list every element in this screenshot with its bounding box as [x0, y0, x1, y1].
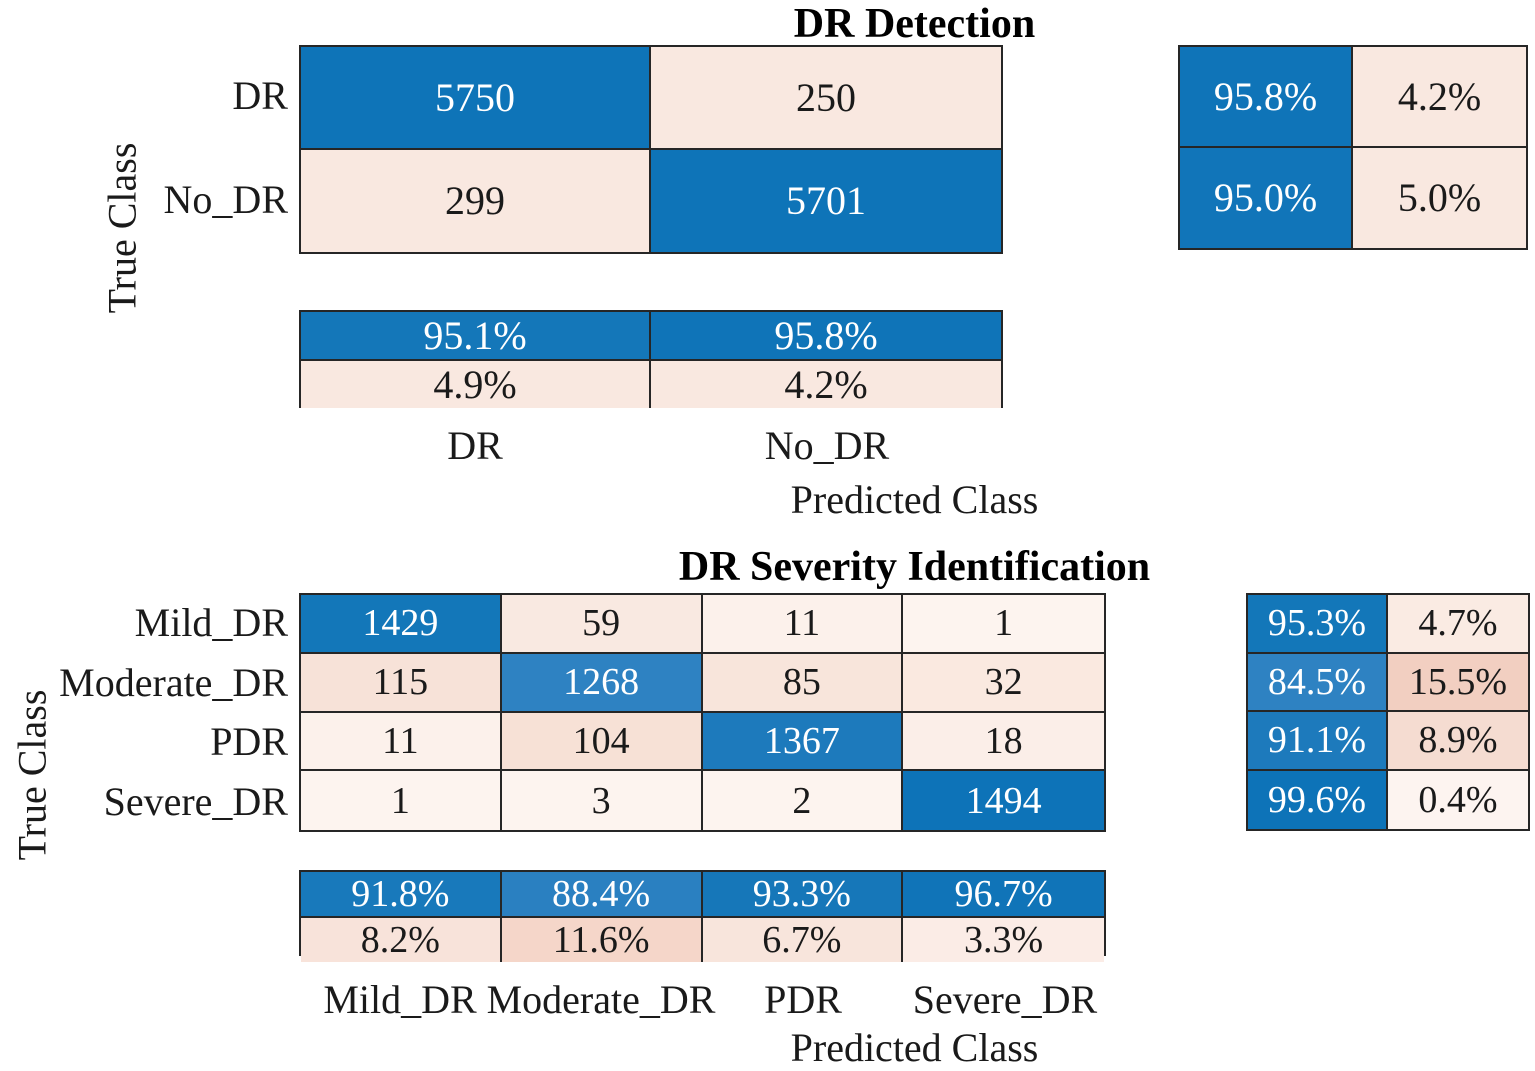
summary-cell: 95.3% — [1248, 595, 1388, 654]
summary-cell: 95.1% — [301, 312, 651, 361]
severity-col-summary: 91.8% 88.4% 93.3% 96.7% 8.2% 11.6% 6.7% … — [299, 870, 1106, 962]
detection-title: DR Detection — [793, 1, 1036, 47]
matrix-cell: 1 — [301, 771, 502, 830]
severity-matrix: 1429 59 11 1 115 1268 85 32 11 104 1367 … — [299, 593, 1106, 832]
severity-xtick-severe: Severe_DR — [912, 977, 1098, 1022]
severity-xlabel: Predicted Class — [790, 1025, 1039, 1070]
detection-col-summary: 95.1% 95.8% 4.9% 4.2% — [299, 310, 1003, 408]
matrix-cell: 1367 — [702, 712, 904, 772]
summary-cell: 99.6% — [1248, 770, 1388, 829]
matrix-cell: 3 — [501, 771, 703, 830]
summary-cell: 3.3% — [903, 918, 1104, 962]
matrix-cell: 1429 — [301, 595, 502, 654]
severity-xtick-moderate: Moderate_DR — [486, 977, 716, 1022]
summary-cell: 88.4% — [501, 872, 703, 918]
severity-ytick-moderate: Moderate_DR — [59, 660, 288, 705]
summary-cell: 15.5% — [1388, 653, 1528, 712]
summary-cell: 8.9% — [1388, 712, 1528, 771]
summary-cell: 5.0% — [1353, 147, 1526, 248]
summary-cell: 8.2% — [301, 918, 502, 962]
detection-xtick-dr: DR — [447, 423, 503, 468]
matrix-cell: 299 — [301, 149, 651, 252]
summary-cell: 95.8% — [1180, 47, 1353, 148]
detection-ytick-nodr: No_DR — [163, 177, 288, 222]
summary-cell: 6.7% — [702, 918, 904, 962]
matrix-cell: 104 — [501, 712, 703, 772]
matrix-cell: 11 — [301, 712, 502, 772]
severity-xtick-mild: Mild_DR — [323, 977, 477, 1022]
summary-cell: 84.5% — [1248, 653, 1388, 712]
severity-ylabel: True Class — [9, 689, 55, 861]
severity-row-summary: 95.3% 4.7% 84.5% 15.5% 91.1% 8.9% 99.6% … — [1246, 593, 1530, 831]
detection-ylabel: True Class — [99, 142, 145, 314]
summary-cell: 4.9% — [301, 361, 651, 408]
matrix-cell: 32 — [903, 653, 1104, 713]
severity-ytick-severe: Severe_DR — [103, 779, 288, 824]
summary-cell: 4.2% — [1353, 47, 1526, 148]
detection-ytick-dr: DR — [232, 73, 288, 118]
detection-xtick-nodr: No_DR — [764, 423, 890, 468]
matrix-cell: 11 — [702, 595, 904, 654]
summary-cell: 4.7% — [1388, 595, 1528, 654]
severity-xtick-pdr: PDR — [764, 977, 842, 1022]
matrix-cell: 1268 — [501, 653, 703, 713]
summary-cell: 93.3% — [702, 872, 904, 918]
summary-cell: 0.4% — [1388, 770, 1528, 829]
matrix-cell: 1494 — [903, 771, 1104, 830]
detection-xlabel: Predicted Class — [790, 477, 1039, 522]
matrix-cell: 2 — [702, 771, 904, 830]
summary-cell: 11.6% — [501, 918, 703, 962]
detection-matrix: 5750 250 299 5701 — [299, 45, 1003, 254]
summary-cell: 95.8% — [651, 312, 1001, 361]
summary-cell: 96.7% — [903, 872, 1104, 918]
matrix-cell: 250 — [651, 47, 1001, 150]
summary-cell: 95.0% — [1180, 147, 1353, 248]
matrix-cell: 5750 — [301, 47, 651, 150]
matrix-cell: 1 — [903, 595, 1104, 654]
matrix-cell: 115 — [301, 653, 502, 713]
severity-ytick-mild: Mild_DR — [134, 600, 288, 645]
severity-ytick-pdr: PDR — [210, 719, 288, 764]
matrix-cell: 18 — [903, 712, 1104, 772]
detection-row-summary: 95.8% 4.2% 95.0% 5.0% — [1178, 45, 1528, 250]
summary-cell: 91.8% — [301, 872, 502, 918]
severity-title: DR Severity Identification — [678, 544, 1151, 590]
matrix-cell: 85 — [702, 653, 904, 713]
matrix-cell: 5701 — [651, 149, 1001, 252]
summary-cell: 91.1% — [1248, 712, 1388, 771]
matrix-cell: 59 — [501, 595, 703, 654]
summary-cell: 4.2% — [651, 361, 1001, 408]
